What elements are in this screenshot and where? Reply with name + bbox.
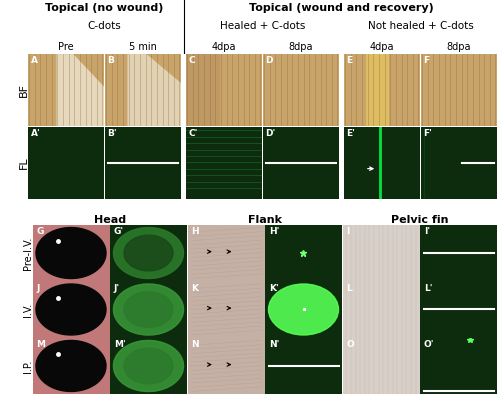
Text: Pre: Pre — [58, 42, 74, 52]
Polygon shape — [36, 340, 106, 392]
Text: I': I' — [424, 227, 430, 236]
Text: G: G — [36, 227, 44, 236]
Text: L: L — [346, 284, 352, 293]
Polygon shape — [56, 54, 104, 126]
Text: E: E — [346, 56, 352, 65]
Polygon shape — [124, 292, 173, 327]
Text: Healed + C-dots: Healed + C-dots — [220, 22, 305, 32]
Polygon shape — [36, 227, 106, 279]
Polygon shape — [186, 54, 220, 126]
Text: K': K' — [269, 284, 278, 293]
Text: A: A — [30, 56, 38, 65]
Text: C: C — [188, 56, 195, 65]
Text: 4dpa: 4dpa — [370, 42, 394, 52]
Text: I.P.: I.P. — [22, 359, 32, 373]
Text: D: D — [266, 56, 273, 65]
Text: 5 min: 5 min — [129, 42, 157, 52]
Polygon shape — [114, 227, 184, 279]
Text: Pre-I.V.: Pre-I.V. — [22, 236, 32, 270]
Text: Flank: Flank — [248, 215, 282, 225]
Text: M': M' — [114, 340, 126, 349]
Text: D': D' — [266, 129, 276, 138]
Text: B': B' — [108, 129, 117, 138]
Polygon shape — [114, 340, 184, 392]
Text: M: M — [36, 340, 46, 349]
Text: F: F — [424, 56, 430, 65]
Polygon shape — [114, 340, 184, 392]
Text: K: K — [192, 284, 198, 293]
Text: A': A' — [30, 129, 40, 138]
Text: G': G' — [114, 227, 124, 236]
Text: C-dots: C-dots — [88, 22, 122, 32]
Text: J': J' — [114, 284, 120, 293]
Text: O': O' — [424, 340, 434, 349]
Polygon shape — [124, 348, 173, 384]
Polygon shape — [36, 284, 106, 335]
Circle shape — [268, 284, 338, 335]
Text: BF: BF — [18, 83, 28, 97]
Text: Not healed + C-dots: Not healed + C-dots — [368, 22, 474, 32]
Text: C': C' — [188, 129, 198, 138]
Text: J: J — [36, 284, 40, 293]
Text: Head: Head — [94, 215, 126, 225]
Text: 4dpa: 4dpa — [212, 42, 236, 52]
Text: N: N — [192, 340, 199, 349]
Polygon shape — [114, 284, 184, 335]
Text: Topical (wound and recovery): Topical (wound and recovery) — [249, 3, 434, 13]
Text: H': H' — [269, 227, 279, 236]
Polygon shape — [124, 235, 173, 271]
Text: N': N' — [269, 340, 279, 349]
Text: H: H — [192, 227, 199, 236]
Text: I.V.: I.V. — [22, 302, 32, 317]
Text: 8dpa: 8dpa — [289, 42, 313, 52]
Text: E': E' — [346, 129, 356, 138]
Text: Pelvic fin: Pelvic fin — [392, 215, 449, 225]
Text: 8dpa: 8dpa — [447, 42, 471, 52]
Text: B: B — [108, 56, 114, 65]
Text: F': F' — [424, 129, 432, 138]
Text: L': L' — [424, 284, 432, 293]
Polygon shape — [366, 54, 390, 126]
Text: Topical (no wound): Topical (no wound) — [46, 3, 164, 13]
Text: O: O — [346, 340, 354, 349]
Text: FL: FL — [18, 156, 28, 169]
Text: I: I — [346, 227, 350, 236]
Polygon shape — [128, 54, 181, 126]
Polygon shape — [114, 284, 184, 335]
